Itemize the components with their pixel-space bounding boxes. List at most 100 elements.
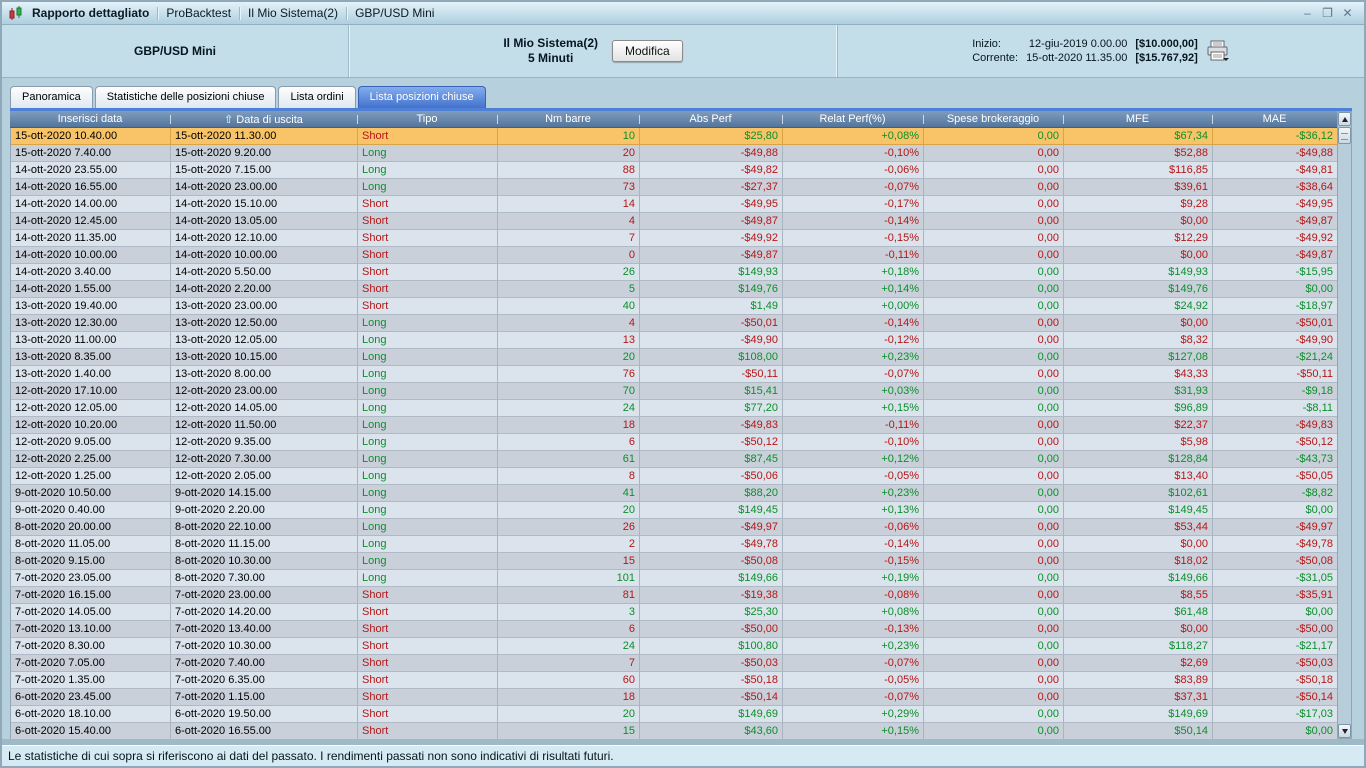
cell-rel: +0,23% xyxy=(783,638,924,655)
table-row[interactable]: 7-ott-2020 1.35.00 7-ott-2020 6.35.00 Shor… xyxy=(11,672,1337,689)
tab-statistiche-posizioni-chiuse[interactable]: Statistiche delle posizioni chiuse xyxy=(94,86,277,108)
cell-entry: 6-ott-2020 15.40.00 xyxy=(11,723,171,739)
table-row[interactable]: 9-ott-2020 0.40.00 9-ott-2020 2.20.00 Long… xyxy=(11,502,1337,519)
table-row[interactable]: 8-ott-2020 9.15.00 8-ott-2020 10.30.00 Lon… xyxy=(11,553,1337,570)
cell-mae: $0,00 xyxy=(1213,604,1337,621)
table-row[interactable]: 13-ott-2020 19.40.00 13-ott-2020 23.00.00… xyxy=(11,298,1337,315)
col-relat-perf[interactable]: Relat Perf(%) xyxy=(782,111,923,128)
cell-bars: 73 xyxy=(498,179,640,196)
table-row[interactable]: 14-ott-2020 3.40.00 14-ott-2020 5.50.00 Sh… xyxy=(11,264,1337,281)
cell-bars: 2 xyxy=(498,536,640,553)
cell-abs: $149,45 xyxy=(640,502,783,519)
table-row[interactable]: 14-ott-2020 16.55.00 14-ott-2020 23.00.00… xyxy=(11,179,1337,196)
col-mae[interactable]: MAE xyxy=(1212,111,1337,128)
table-row[interactable]: 12-ott-2020 17.10.00 12-ott-2020 23.00.00… xyxy=(11,383,1337,400)
table-row[interactable]: 14-ott-2020 1.55.00 14-ott-2020 2.20.00 Sh… xyxy=(11,281,1337,298)
cell-mfe: $2,69 xyxy=(1064,655,1213,672)
col-inserisci-data[interactable]: Inserisci data xyxy=(10,111,170,128)
tab-lista-ordini[interactable]: Lista ordini xyxy=(278,86,356,108)
table-row[interactable]: 13-ott-2020 8.35.00 13-ott-2020 10.15.00 L… xyxy=(11,349,1337,366)
tab-lista-posizioni-chiuse[interactable]: Lista posizioni chiuse xyxy=(357,86,486,108)
cell-rel: -0,07% xyxy=(783,179,924,196)
cell-mfe: $31,93 xyxy=(1064,383,1213,400)
modify-button[interactable]: Modifica xyxy=(612,40,683,62)
scroll-up-button[interactable] xyxy=(1338,112,1351,126)
cell-tipo: Long xyxy=(358,179,498,196)
col-data-di-uscita[interactable]: ⇧ Data di uscita xyxy=(170,111,357,128)
table-row[interactable]: 14-ott-2020 11.35.00 14-ott-2020 12.10.00… xyxy=(11,230,1337,247)
cell-bars: 20 xyxy=(498,349,640,366)
table-row[interactable]: 14-ott-2020 12.45.00 14-ott-2020 13.05.00… xyxy=(11,213,1337,230)
cell-entry: 7-ott-2020 23.05.00 xyxy=(11,570,171,587)
cell-mfe: $149,76 xyxy=(1064,281,1213,298)
table-row[interactable]: 12-ott-2020 2.25.00 12-ott-2020 7.30.00 Lo… xyxy=(11,451,1337,468)
cell-fees: 0,00 xyxy=(924,536,1064,553)
table-row[interactable]: 13-ott-2020 11.00.00 13-ott-2020 12.05.00… xyxy=(11,332,1337,349)
table-row[interactable]: 14-ott-2020 10.00.00 14-ott-2020 10.00.00… xyxy=(11,247,1337,264)
table-row[interactable]: 9-ott-2020 10.50.00 9-ott-2020 14.15.00 Lo… xyxy=(11,485,1337,502)
col-spese-brokeraggio[interactable]: Spese brokeraggio xyxy=(923,111,1063,128)
cell-bars: 14 xyxy=(498,196,640,213)
cell-mfe: $127,08 xyxy=(1064,349,1213,366)
table-row[interactable]: 6-ott-2020 18.10.00 6-ott-2020 19.50.00 Sh… xyxy=(11,706,1337,723)
cell-exit: 14-ott-2020 23.00.00 xyxy=(171,179,358,196)
cell-bars: 6 xyxy=(498,621,640,638)
table-row[interactable]: 12-ott-2020 9.05.00 12-ott-2020 9.35.00 Lo… xyxy=(11,434,1337,451)
table-row[interactable]: 12-ott-2020 1.25.00 12-ott-2020 2.05.00 Lo… xyxy=(11,468,1337,485)
vertical-scrollbar[interactable] xyxy=(1337,111,1352,739)
cell-tipo: Short xyxy=(358,128,498,145)
cell-rel: -0,05% xyxy=(783,468,924,485)
table-row[interactable]: 14-ott-2020 14.00.00 14-ott-2020 15.10.00… xyxy=(11,196,1337,213)
cell-mfe: $61,48 xyxy=(1064,604,1213,621)
cell-exit: 8-ott-2020 7.30.00 xyxy=(171,570,358,587)
restore-button[interactable]: ❐ xyxy=(1322,6,1333,20)
print-icon[interactable] xyxy=(1206,40,1230,62)
tab-panoramica[interactable]: Panoramica xyxy=(10,86,93,108)
cell-bars: 81 xyxy=(498,587,640,604)
table-row[interactable]: 13-ott-2020 12.30.00 13-ott-2020 12.50.00… xyxy=(11,315,1337,332)
table-row[interactable]: 12-ott-2020 10.20.00 12-ott-2020 11.50.00… xyxy=(11,417,1337,434)
table-row[interactable]: 7-ott-2020 14.05.00 7-ott-2020 14.20.00 Sh… xyxy=(11,604,1337,621)
table-row[interactable]: 14-ott-2020 23.55.00 15-ott-2020 7.15.00 L… xyxy=(11,162,1337,179)
table-row[interactable]: 8-ott-2020 11.05.00 8-ott-2020 11.15.00 Lo… xyxy=(11,536,1337,553)
col-tipo[interactable]: Tipo xyxy=(357,111,497,128)
table-row[interactable]: 7-ott-2020 7.05.00 7-ott-2020 7.40.00 Shor… xyxy=(11,655,1337,672)
cell-mae: -$49,92 xyxy=(1213,230,1337,247)
table-row[interactable]: 7-ott-2020 13.10.00 7-ott-2020 13.40.00 Sh… xyxy=(11,621,1337,638)
table-row[interactable]: 15-ott-2020 10.40.00 15-ott-2020 11.30.00… xyxy=(11,128,1337,145)
cell-tipo: Long xyxy=(358,315,498,332)
col-nm-barre[interactable]: Nm barre xyxy=(497,111,639,128)
table-row[interactable]: 8-ott-2020 20.00.00 8-ott-2020 22.10.00 Lo… xyxy=(11,519,1337,536)
cell-tipo: Short xyxy=(358,655,498,672)
cell-bars: 88 xyxy=(498,162,640,179)
cell-mfe: $24,92 xyxy=(1064,298,1213,315)
col-mfe[interactable]: MFE xyxy=(1063,111,1212,128)
cell-mae: -$49,83 xyxy=(1213,417,1337,434)
table-row[interactable]: 7-ott-2020 23.05.00 8-ott-2020 7.30.00 Lon… xyxy=(11,570,1337,587)
table-row[interactable]: 13-ott-2020 1.40.00 13-ott-2020 8.00.00 Lo… xyxy=(11,366,1337,383)
cell-mae: -$49,88 xyxy=(1213,145,1337,162)
cell-exit: 8-ott-2020 10.30.00 xyxy=(171,553,358,570)
cell-abs: $149,76 xyxy=(640,281,783,298)
close-button[interactable]: ✕ xyxy=(1342,6,1353,20)
cell-fees: 0,00 xyxy=(924,587,1064,604)
cell-bars: 20 xyxy=(498,706,640,723)
cell-rel: -0,06% xyxy=(783,519,924,536)
cell-mae: -$50,11 xyxy=(1213,366,1337,383)
table-row[interactable]: 7-ott-2020 16.15.00 7-ott-2020 23.00.00 Sh… xyxy=(11,587,1337,604)
table-row[interactable]: 15-ott-2020 7.40.00 15-ott-2020 9.20.00 Lo… xyxy=(11,145,1337,162)
cell-entry: 8-ott-2020 9.15.00 xyxy=(11,553,171,570)
col-abs-perf[interactable]: Abs Perf xyxy=(639,111,782,128)
table-row[interactable]: 6-ott-2020 15.40.00 6-ott-2020 16.55.00 Sh… xyxy=(11,723,1337,739)
table-row[interactable]: 12-ott-2020 12.05.00 12-ott-2020 14.05.00… xyxy=(11,400,1337,417)
cell-exit: 14-ott-2020 2.20.00 xyxy=(171,281,358,298)
cell-tipo: Long xyxy=(358,162,498,179)
cell-exit: 7-ott-2020 23.00.00 xyxy=(171,587,358,604)
table-row[interactable]: 7-ott-2020 8.30.00 7-ott-2020 10.30.00 Sho… xyxy=(11,638,1337,655)
table-row[interactable]: 6-ott-2020 23.45.00 7-ott-2020 1.15.00 Sho… xyxy=(11,689,1337,706)
scroll-down-button[interactable] xyxy=(1338,724,1351,738)
cell-tipo: Long xyxy=(358,519,498,536)
scrollbar-thumb[interactable] xyxy=(1338,127,1351,144)
cell-mae: -$35,91 xyxy=(1213,587,1337,604)
minimize-button[interactable]: – xyxy=(1304,6,1311,20)
